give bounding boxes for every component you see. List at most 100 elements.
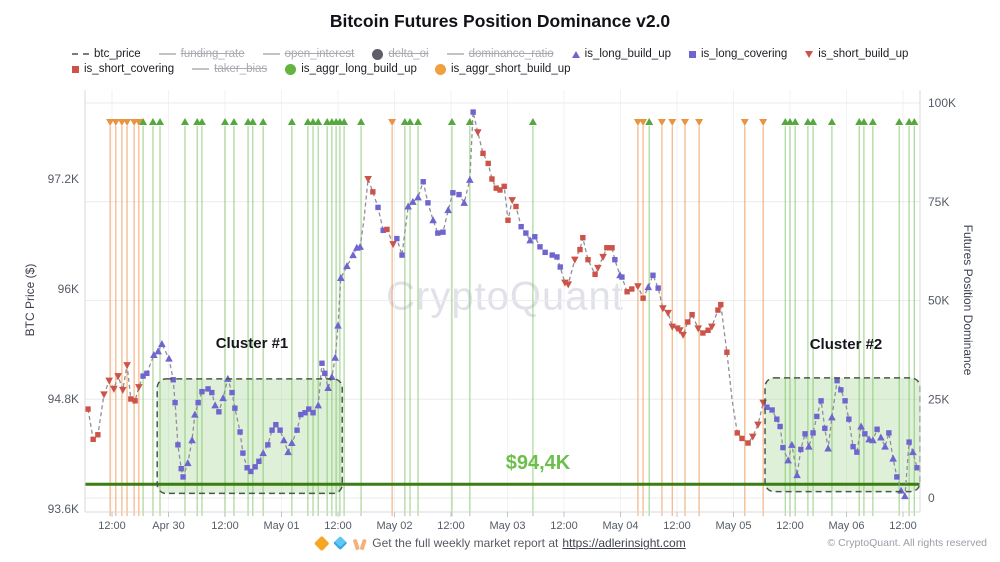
is_long_covering-marker — [914, 465, 920, 471]
is_long_build_up-marker — [284, 448, 292, 456]
is_long_covering-marker — [906, 439, 912, 445]
aggr-long-build-up-marker — [340, 118, 349, 125]
is_long_covering-marker — [810, 430, 816, 436]
is_short_build_up-marker — [508, 197, 517, 205]
is_long_covering-marker — [240, 450, 246, 456]
legend-item-is_short_covering[interactable]: is_short_covering — [72, 63, 174, 75]
aggr-long-build-up-marker — [259, 118, 268, 125]
is_short_covering-marker — [485, 160, 491, 167]
is_long_build_up-marker — [343, 262, 351, 270]
is_short_covering-marker — [489, 176, 495, 182]
is_long_covering-marker — [802, 431, 808, 437]
cluster-box-border-1 — [156, 378, 343, 495]
aggr-long-build-up-marker — [314, 118, 323, 125]
is_long_covering-marker — [322, 370, 328, 377]
is_long_covering-marker — [450, 190, 456, 196]
is_long_build_up-marker — [901, 492, 909, 500]
is_long_covering-marker — [886, 430, 892, 436]
is_short_covering-marker — [685, 319, 691, 325]
is_long_build_up-marker — [314, 401, 323, 409]
legend-label: btc_price — [94, 48, 141, 60]
legend-item-is_long_build_up[interactable]: is_long_build_up — [571, 48, 671, 60]
legend-label: is_long_covering — [700, 48, 788, 60]
is_short_covering-marker — [501, 183, 507, 190]
is_short_covering-marker — [585, 256, 591, 263]
aggr-short-build-up-marker — [681, 119, 690, 126]
legend-item-dominance_ratio[interactable]: dominance_ratio — [446, 48, 554, 60]
is_short_covering-marker — [370, 189, 376, 195]
report-link[interactable]: https://adlerinsight.com — [562, 536, 686, 550]
aggr-long-build-up-marker — [868, 118, 877, 125]
is_long_covering-marker — [256, 458, 262, 465]
is_long_build_up-marker — [280, 436, 288, 444]
is_short_covering-marker — [745, 440, 751, 446]
legend-item-is_aggr_short_build_up[interactable]: is_aggr_short_build_up — [434, 63, 571, 75]
orange-diamond-icon — [313, 535, 330, 551]
is_long_build_up-marker — [444, 206, 452, 214]
is_long_covering-marker — [542, 249, 548, 256]
aggr-long-build-up-marker — [357, 118, 366, 125]
legend-item-open_interest[interactable]: open_interest — [262, 48, 354, 60]
x-tick-label: 12:00 — [324, 520, 352, 532]
x-tick-label: Apr 30 — [152, 520, 184, 532]
legend-item-taker_bias[interactable]: taker_bias — [192, 63, 267, 75]
is_long_build_up-marker — [184, 459, 192, 467]
aggr-long-build-up-marker — [287, 118, 296, 125]
is_long_build_up-marker — [219, 394, 227, 402]
is_long_covering-marker — [435, 230, 441, 236]
is_long_covering-marker — [420, 179, 426, 185]
legend-item-is_long_covering[interactable]: is_long_covering — [688, 48, 788, 60]
aggr-long-build-up-marker — [905, 118, 914, 125]
is_long_build_up-marker — [805, 442, 813, 450]
aggr-long-build-up-marker — [895, 118, 904, 125]
support-price-label: $94,4K — [505, 452, 571, 474]
is_short_build_up-marker — [571, 256, 579, 264]
aggr-short-build-up-marker — [759, 119, 768, 126]
is_long_covering-marker — [375, 204, 381, 211]
circle-marker-icon — [434, 63, 446, 75]
is_long_build_up-marker — [409, 197, 417, 205]
aggr-long-build-up-marker — [859, 118, 868, 125]
is_short_covering-marker — [493, 185, 499, 191]
is_short_build_up-marker — [119, 386, 127, 394]
is_short_covering-marker — [95, 432, 101, 438]
legend-item-is_aggr_long_build_up[interactable]: is_aggr_long_build_up — [285, 63, 417, 75]
aggr-long-build-up-marker — [785, 118, 794, 125]
is_short_build_up-marker — [599, 253, 607, 261]
is_long_covering-marker — [842, 398, 848, 404]
line-marker-icon — [446, 53, 464, 55]
aggr-long-build-up-marker — [197, 118, 206, 125]
legend-item-btc_price[interactable]: btc_price — [72, 48, 141, 60]
is_long_covering-marker — [209, 389, 215, 396]
is_long_build_up-marker — [349, 251, 357, 259]
is_long_covering-marker — [764, 404, 770, 410]
is_long_build_up-marker — [824, 444, 832, 452]
is_long_covering-marker — [619, 274, 625, 280]
is_long_build_up-marker — [828, 413, 836, 421]
is_long_build_up-marker — [337, 273, 345, 281]
aggr-short-build-up-marker — [695, 119, 704, 126]
aggr-short-build-up-marker — [106, 119, 115, 126]
square-marker-icon — [688, 50, 696, 58]
cluster-1-label: Cluster #1 — [215, 335, 289, 352]
is_long_covering-marker — [170, 377, 176, 383]
aggr-long-build-up-marker — [803, 118, 812, 125]
circle-marker-icon — [372, 48, 384, 60]
is_short_covering-marker — [592, 271, 598, 278]
is_long_covering-marker — [175, 442, 181, 448]
aggr-short-build-up-marker — [740, 119, 749, 126]
legend-item-delta_oi[interactable]: delta_oi — [372, 48, 429, 60]
is_long_covering-marker — [780, 444, 786, 451]
is_long_covering-marker — [399, 252, 405, 258]
gem-icon — [333, 535, 348, 551]
legend-item-is_short_build_up[interactable]: is_short_build_up — [805, 48, 908, 60]
tri-up-marker-icon — [571, 50, 580, 58]
is_long_covering-marker — [394, 235, 400, 242]
is_long_covering-marker — [140, 373, 146, 379]
is_short_covering-marker — [497, 187, 503, 193]
is_short_build_up-marker — [668, 323, 677, 331]
is_long_covering-marker — [532, 234, 538, 240]
aggr-long-build-up-marker — [528, 118, 537, 125]
legend-item-funding_rate[interactable]: funding_rate — [158, 48, 245, 60]
